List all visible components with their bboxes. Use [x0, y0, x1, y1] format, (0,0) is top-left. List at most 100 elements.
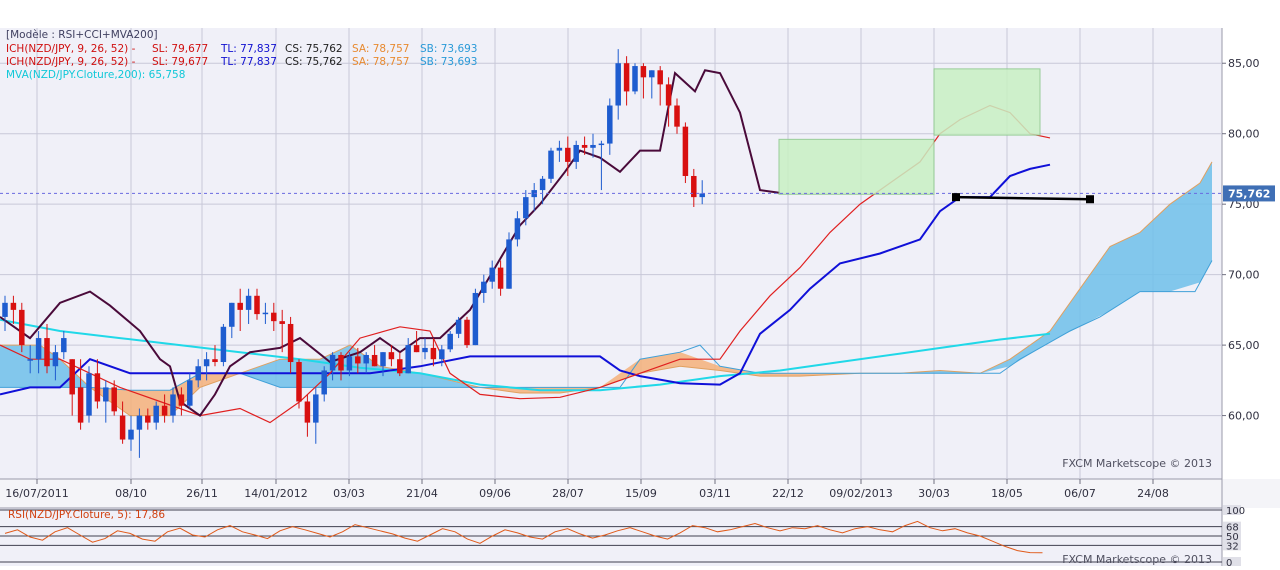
candle-body: [27, 359, 33, 361]
candle: [287, 316, 294, 374]
candle-body: [304, 401, 311, 423]
rsi-tick-label: 0: [1226, 558, 1232, 566]
candle-body: [388, 352, 395, 360]
candle-body: [245, 295, 252, 310]
candle-body: [464, 319, 470, 346]
legend-ich2-sa: SA: 78,757: [352, 56, 409, 68]
rsi-tick-bg: [1223, 521, 1241, 532]
candle-body: [565, 147, 571, 162]
rsi-panel: [0, 509, 1222, 563]
y-tick-label: 70,00: [1228, 269, 1260, 282]
candle: [19, 302, 25, 353]
legend-ich2-name: ICH(NZD/JPY, 9, 26, 52) -: [6, 56, 136, 68]
candle-body: [413, 345, 420, 353]
candle-body: [422, 347, 428, 353]
candle-body: [19, 309, 25, 346]
candle: [657, 66, 663, 106]
candle: [615, 49, 621, 120]
candle: [447, 331, 453, 353]
candle-body: [380, 352, 386, 367]
candle: [665, 77, 672, 127]
candle: [77, 359, 84, 430]
cloud-segment: [1050, 288, 1080, 343]
ma200-line: [0, 318, 1051, 392]
candle: [212, 345, 218, 367]
cloud-segment: [600, 359, 640, 388]
candle-body: [313, 394, 319, 423]
candle: [581, 136, 588, 155]
cloud-segment: [420, 373, 450, 388]
candle: [170, 387, 176, 423]
candle-body: [178, 394, 185, 406]
trend-line-handle: [1086, 195, 1094, 204]
candle-body: [405, 345, 411, 374]
y-tick-label: 65,00: [1228, 339, 1260, 352]
candle: [539, 175, 546, 205]
candle-body: [665, 84, 672, 106]
rsi-tick-bg: [1223, 505, 1241, 515]
candle-body: [573, 144, 579, 162]
candle-body: [430, 347, 437, 360]
candle: [203, 352, 210, 381]
cloud-segment: [1080, 246, 1110, 327]
candle: [682, 122, 689, 184]
candle-body: [455, 319, 462, 334]
candle: [380, 352, 386, 377]
candle: [573, 140, 579, 169]
x-tick-label: 26/11: [186, 487, 218, 500]
rsi-tick-label: 100: [1226, 506, 1245, 517]
cloud-segment: [1170, 183, 1200, 292]
candle: [153, 401, 159, 430]
candle-body: [119, 415, 126, 440]
legend: [Modèle : RSI+CCI+MVA200] ICH(NZD/JPY, 9…: [6, 29, 477, 81]
rsi-tick-label: 50: [1226, 532, 1239, 543]
candle: [397, 352, 403, 377]
candle-body: [623, 63, 630, 92]
ichimoku-cloud: [0, 161, 1213, 417]
trend-line: [955, 195, 1091, 201]
rsi-plot-area[interactable]: [0, 508, 1222, 566]
candle-body: [153, 405, 159, 423]
rsi-tick-bg: [1223, 540, 1241, 551]
candle: [245, 288, 252, 324]
current-price-badge: [1223, 185, 1275, 202]
candle-body: [523, 197, 529, 219]
candle: [103, 380, 109, 423]
candle-body: [640, 66, 647, 78]
cloud-segment: [760, 373, 800, 377]
legend-ich2-sl: SL: 79,677: [152, 56, 208, 68]
candle-body: [86, 373, 92, 416]
candle-body: [111, 387, 117, 412]
candle-body: [161, 405, 168, 416]
x-tick-label: 06/07: [1064, 487, 1096, 500]
x-tick-label: 28/07: [552, 487, 584, 500]
candle: [145, 408, 151, 430]
candle-body: [598, 143, 605, 146]
candle: [338, 352, 344, 381]
candle: [304, 394, 311, 437]
candle: [439, 345, 445, 367]
y-tick-label: 80,00: [1228, 128, 1260, 141]
candle-body: [103, 387, 109, 402]
senkou-b-line: [0, 260, 1213, 391]
candle-body: [497, 267, 504, 289]
candle: [497, 260, 504, 296]
candle: [632, 63, 638, 95]
legend-ich1-cs: CS: 75,762: [285, 43, 343, 55]
candle-body: [329, 354, 336, 371]
candle: [187, 373, 193, 409]
candle: [472, 288, 479, 346]
candle: [548, 147, 554, 184]
candle-body: [699, 193, 705, 198]
candle-body: [254, 295, 260, 315]
cloud-segment: [1200, 161, 1212, 283]
x-tick-label: 09/02/2013: [829, 487, 892, 500]
candle-body: [657, 70, 663, 85]
candle: [422, 338, 428, 360]
candle-body: [2, 302, 8, 317]
candle-body: [556, 147, 563, 151]
rsi-line: [4, 520, 1043, 554]
legend-ich1-sa: SA: 78,757: [352, 43, 409, 55]
